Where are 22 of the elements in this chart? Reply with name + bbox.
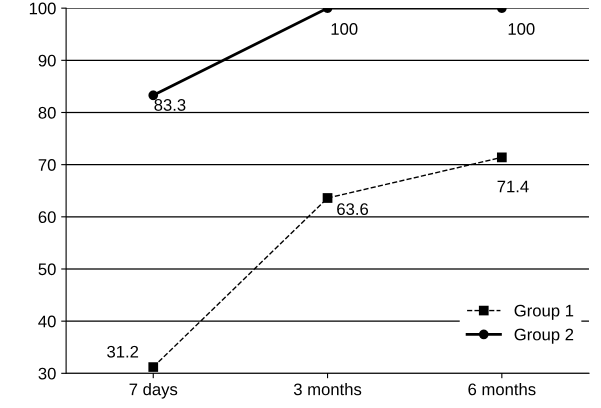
x-tick-label: 3 months	[294, 383, 362, 396]
point	[148, 90, 158, 100]
point	[496, 152, 507, 162]
legend-label: Group 1	[514, 304, 574, 320]
y-tick-label: 90	[38, 54, 56, 67]
y-tick-label: 30	[38, 368, 56, 380]
data-label: 83.3	[154, 99, 186, 111]
y-tick-label: 50	[38, 263, 56, 276]
y-tick-label: 80	[38, 106, 56, 119]
point	[322, 193, 332, 203]
data-label: 100	[508, 23, 535, 35]
y-tick-label: 60	[38, 211, 56, 224]
data-label: 63.6	[337, 203, 368, 216]
x-tick-label: 7 days	[130, 383, 178, 399]
legend-label: Group 2	[514, 328, 574, 344]
y-tick-label: 100	[30, 2, 56, 14]
y-tick-label: 40	[38, 316, 56, 328]
data-label: 31.2	[107, 346, 138, 358]
x-tick-label: 6 months	[468, 383, 536, 396]
data-label: 100	[332, 23, 358, 35]
data-label: 71.4	[498, 180, 529, 192]
y-tick-label: 70	[38, 159, 56, 171]
